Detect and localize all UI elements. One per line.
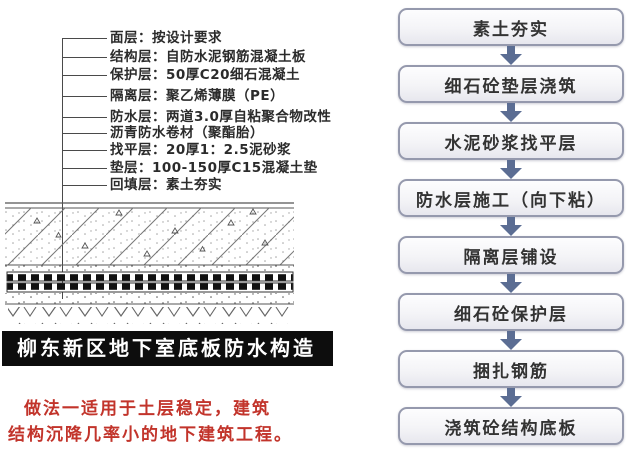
down-arrow-icon — [398, 160, 624, 179]
layer-label-isolation: 隔离层：聚乙烯薄膜（PE） — [110, 88, 285, 104]
flow-step-slab-pour: 浇筑砼结构底板 — [398, 407, 624, 445]
flow-step-protection-layer: 细石砼保护层 — [398, 293, 624, 331]
flow-step-rebar-tying: 捆扎钢筋 — [398, 350, 624, 388]
leader-line — [62, 96, 107, 97]
layer-label-waterproof-cont: 沥青防水卷材（聚酯胎） — [110, 125, 264, 141]
layer-label-protection: 保护层：50厚C20细石混凝土 — [110, 67, 300, 83]
leader-line — [62, 57, 107, 58]
flow-step-waterproofing: 防水层施工（向下粘） — [398, 179, 624, 217]
down-arrow-icon — [398, 388, 624, 407]
layer-label-structure: 结构层：自防水泥钢筋混凝土板 — [110, 49, 306, 65]
leader-line — [62, 38, 107, 39]
flow-step-cushion-pour: 细石砼垫层浇筑 — [398, 65, 624, 103]
layer-label-cushion: 垫层：100-150厚C15混凝土垫 — [110, 160, 318, 176]
down-arrow-icon — [398, 274, 624, 293]
down-arrow-icon — [398, 103, 624, 122]
note-text-line2: 结构沉降几率小的地下建筑工程。 — [8, 425, 293, 445]
note-text-line1: 做法一适用于土层稳定，建筑 — [24, 399, 271, 419]
leader-line — [62, 133, 107, 134]
title-banner: 柳东新区地下室底板防水构造 — [2, 331, 333, 366]
layer-label-backfill: 回填层：素土夯实 — [110, 177, 222, 193]
aggregate-triangles — [33, 208, 269, 257]
leader-line — [62, 117, 107, 118]
down-arrow-icon — [398, 217, 624, 236]
leader-line — [62, 185, 107, 186]
layer-label-surface: 面层：按设计要求 — [110, 30, 222, 46]
leader-line — [62, 168, 107, 169]
down-arrow-icon — [398, 331, 624, 350]
construction-section-drawing — [5, 202, 294, 324]
process-flowchart: 素土夯实 细石砼垫层浇筑 水泥砂浆找平层 防水层施工（向下粘） 隔离层铺设 细石… — [398, 8, 624, 445]
leader-line — [62, 150, 107, 151]
layer-label-waterproof: 防水层：两道3.0厚自粘聚合物改性 — [110, 109, 332, 125]
flow-step-soil-compaction: 素土夯实 — [398, 8, 624, 46]
layer-label-leveling: 找平层：20厚1：2.5泥砂浆 — [110, 142, 292, 158]
down-arrow-icon — [398, 46, 624, 65]
flow-step-mortar-leveling: 水泥砂浆找平层 — [398, 122, 624, 160]
leader-line — [62, 75, 107, 76]
flow-step-isolation-layer: 隔离层铺设 — [398, 236, 624, 274]
